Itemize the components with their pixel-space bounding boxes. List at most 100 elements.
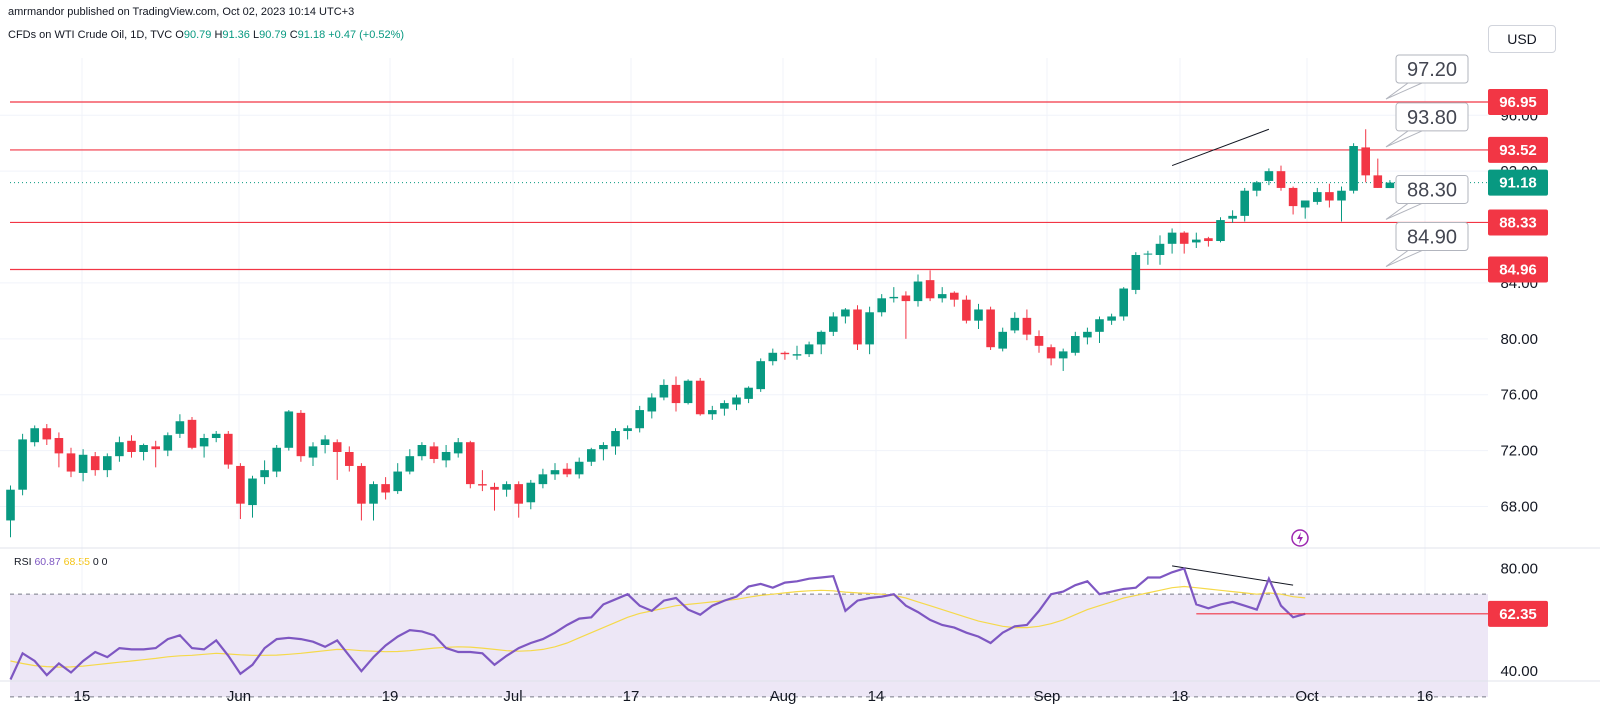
candle-body (42, 428, 52, 440)
level-lines[interactable] (10, 101, 1488, 271)
candle-body (199, 438, 209, 447)
callout-box (1395, 54, 1469, 84)
change-value: +0.47 (+0.52%) (328, 29, 405, 41)
candle (151, 440, 160, 468)
candle-body (623, 428, 632, 432)
candle (1264, 168, 1274, 186)
candle (1300, 200, 1310, 219)
candle (732, 394, 741, 411)
price-axis-bg[interactable] (1488, 58, 1600, 540)
candle (345, 446, 354, 472)
candle-body (574, 461, 584, 475)
candle-body (1361, 147, 1370, 176)
candle-body (889, 296, 899, 299)
rsi-tick-label: 80.00 (1500, 560, 1538, 577)
grid (0, 58, 1488, 681)
candle-body (441, 451, 451, 461)
time-axis[interactable]: 15 Jun 19 Jul 17 Aug 14 Sep 18 Oct 16 (74, 688, 1434, 705)
candle-body (599, 444, 608, 450)
candle (66, 447, 76, 478)
candle (224, 431, 233, 469)
candle-body (478, 484, 487, 486)
candle-body (1325, 192, 1334, 201)
level-callout: 97.20 (1385, 54, 1469, 100)
candle-body (1216, 220, 1225, 242)
candle-body (659, 384, 669, 398)
high-value: 91.36 (222, 29, 250, 41)
candle (211, 431, 221, 443)
candle-body (151, 446, 160, 450)
time-tick-label: Aug (770, 688, 797, 705)
rsi-ma-value: 68.55 (63, 556, 90, 568)
candle-body (925, 280, 935, 299)
candle (1046, 344, 1056, 366)
candle-body (816, 331, 826, 345)
candle (175, 414, 185, 439)
candle-body (1095, 319, 1104, 332)
candle-body (962, 299, 971, 321)
candle (599, 442, 608, 461)
candle-body (308, 446, 318, 458)
candle-body (671, 384, 681, 404)
candle-body (260, 470, 269, 478)
candle-body (1010, 317, 1020, 331)
symbol-name[interactable]: CFDs on WTI Crude Oil, 1D, TVC (8, 29, 173, 41)
candle (369, 481, 378, 521)
candle (478, 470, 487, 492)
currency-button[interactable]: USD (1488, 25, 1556, 53)
candle-body (792, 354, 802, 356)
candle-body (732, 397, 741, 405)
flash-icon[interactable] (1291, 529, 1309, 547)
high-label: H (214, 29, 223, 41)
candle-body (393, 471, 402, 492)
rsi-label[interactable]: RSI (14, 556, 32, 568)
level-price-tag: 96.95 (1488, 89, 1548, 116)
candle (526, 479, 536, 510)
candle (780, 351, 790, 360)
candle-body (804, 344, 814, 355)
open-value: 90.79 (183, 29, 212, 41)
candle (296, 410, 306, 462)
candle (30, 425, 39, 447)
rsi-axis[interactable]: 80.00 40.00 (1500, 560, 1538, 680)
rsi-band (10, 594, 1488, 697)
candle (1167, 228, 1177, 254)
candle-body (18, 439, 27, 490)
candle (1022, 309, 1032, 341)
callout-text: 97.20 (1407, 59, 1457, 81)
low-value: 90.79 (259, 29, 287, 41)
price-tag-text: 84.96 (1499, 262, 1537, 279)
candle-body (562, 468, 572, 475)
price-tick-label: 72.00 (1500, 443, 1538, 460)
candle-body (780, 352, 790, 355)
candle (768, 348, 778, 366)
candle-body (1228, 215, 1237, 219)
candle (659, 379, 669, 401)
level-callouts[interactable]: 97.20 93.80 88.30 84.90 (1385, 54, 1469, 267)
candle (986, 306, 995, 350)
candle-body (466, 442, 475, 485)
close-label: C (289, 29, 298, 41)
candle (1095, 316, 1104, 344)
candle-body (54, 438, 64, 454)
time-tick-label: 14 (868, 688, 885, 705)
candle (1385, 180, 1395, 189)
callout-pointer (1385, 82, 1423, 100)
candle-body (877, 298, 886, 313)
candle (829, 312, 838, 337)
candle-body (1022, 317, 1032, 335)
candle (453, 438, 463, 458)
time-tick-label: Sep (1034, 688, 1061, 705)
candle-body (998, 331, 1007, 349)
callout-pointer (1385, 250, 1423, 267)
candle (816, 330, 826, 355)
trend-lines[interactable] (1171, 128, 1294, 586)
time-tick-label: 18 (1172, 688, 1189, 705)
candle-body (841, 309, 850, 317)
candle-body (103, 456, 112, 471)
price-tag-bg (1488, 169, 1548, 196)
candle-body (913, 281, 923, 302)
candle-body (756, 361, 765, 390)
candle (562, 463, 572, 478)
